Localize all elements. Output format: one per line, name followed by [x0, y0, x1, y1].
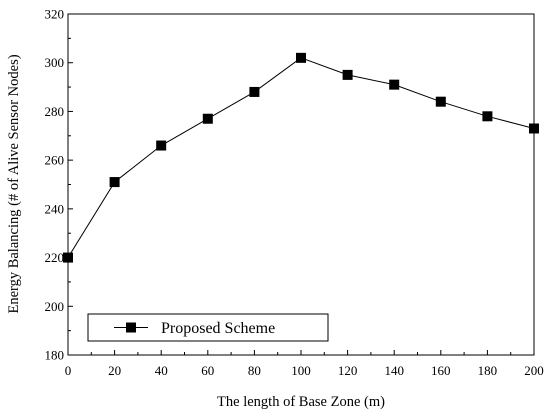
x-tick-label: 100 [291, 363, 311, 378]
y-axis-ticks: 180 200 220 240 260 280 300 320 [45, 7, 73, 363]
x-tick-label: 180 [478, 363, 498, 378]
x-tick-label: 0 [65, 363, 72, 378]
x-tick-label: 120 [338, 363, 358, 378]
legend-marker-square [126, 322, 136, 333]
data-point-marker [389, 79, 400, 90]
data-point-marker [296, 52, 306, 63]
x-tick-label: 80 [248, 363, 261, 378]
x-tick-label: 160 [431, 363, 451, 378]
data-point-marker [202, 113, 213, 124]
legend: Proposed Scheme [87, 313, 329, 342]
x-axis-title: The length of Base Zone (m) [217, 394, 385, 410]
data-point-marker [109, 177, 120, 188]
x-axis-ticks: 0 20 40 60 80 100 120 140 160 180 200 [65, 350, 544, 378]
y-tick-label: 200 [45, 299, 65, 314]
x-tick-label: 20 [108, 363, 121, 378]
x-tick-label: 140 [384, 363, 404, 378]
y-tick-label: 260 [45, 153, 65, 168]
data-point-marker [529, 123, 539, 134]
data-point-marker [482, 111, 493, 122]
y-tick-label: 320 [45, 7, 65, 22]
x-tick-label: 40 [155, 363, 168, 378]
y-tick-label: 220 [45, 250, 65, 265]
x-tick-label: 200 [524, 363, 544, 378]
y-tick-label: 240 [45, 201, 65, 216]
series-line [67, 57, 535, 258]
plot-area-frame [67, 13, 535, 356]
data-point-marker [63, 252, 73, 263]
series-layer [63, 52, 539, 263]
x-tick-label: 60 [201, 363, 214, 378]
data-point-marker [435, 96, 446, 107]
y-axis-title: Energy Balancing (# of Alive Sensor Node… [6, 54, 22, 313]
data-point-marker [342, 69, 353, 80]
data-point-marker [249, 86, 260, 97]
y-tick-label: 300 [45, 55, 65, 70]
y-tick-label: 180 [45, 348, 65, 363]
legend-label: Proposed Scheme [161, 320, 275, 337]
y-tick-label: 280 [45, 104, 65, 119]
data-point-marker [156, 140, 167, 151]
